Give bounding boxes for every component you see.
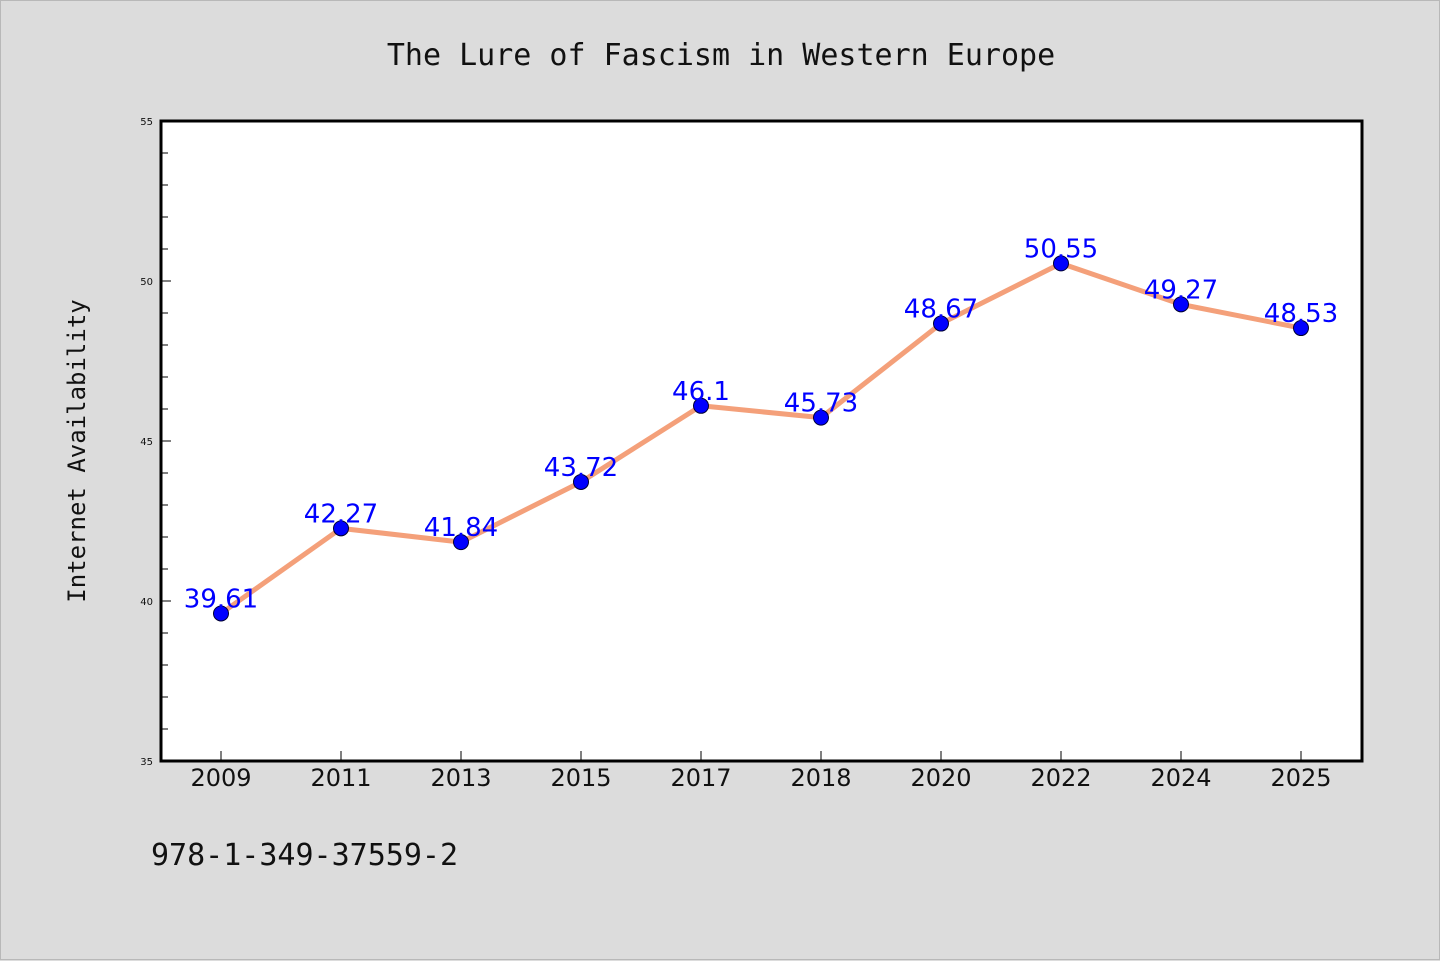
x-tick-label: 2022 (1030, 764, 1091, 792)
x-tick-label: 2024 (1150, 764, 1211, 792)
x-tick-label: 2017 (670, 764, 731, 792)
data-label: 48.53 (1264, 299, 1338, 329)
x-tick-label: 2018 (790, 764, 851, 792)
data-point (693, 397, 709, 414)
x-tick-label: 2011 (310, 764, 371, 792)
data-label: 43.72 (544, 453, 618, 483)
data-series: 39.61 42.27 41.84 43.72 46.1 45.73 48.67 50.55 4… (184, 234, 1338, 622)
plot-area (161, 121, 1362, 761)
plot-frame (159, 119, 1364, 763)
data-point (333, 520, 349, 537)
data-label: 39.61 (184, 584, 258, 614)
series-line (218, 260, 1304, 616)
data-label: 50.55 (1024, 234, 1098, 264)
chart-title: The Lure of Fascism in Western Europe (387, 38, 1055, 73)
data-point (813, 409, 829, 426)
x-tick-label: 2025 (1270, 764, 1331, 792)
data-label: 41.84 (424, 513, 498, 543)
x-tick-label: 2015 (550, 764, 611, 792)
y-tick-label: 45 (140, 437, 153, 448)
x-tick-label: 2020 (910, 764, 971, 792)
y-tick-label: 55 (140, 117, 153, 128)
data-point (1173, 296, 1189, 313)
y-axis-label: Internet Availability (63, 299, 91, 602)
axis-ticks: 35 40 45 50 55 2009 2011 2013 2015 2017 2018 2020 20… (140, 117, 1331, 792)
isbn-text: 978-1-349-37559-2 (151, 838, 458, 873)
data-label: 45.73 (784, 389, 858, 419)
data-point (1053, 255, 1069, 272)
data-point (453, 534, 469, 551)
data-point (213, 605, 229, 622)
data-point (933, 315, 949, 332)
y-tick-label: 35 (140, 757, 153, 768)
data-label: 42.27 (304, 499, 378, 529)
data-label: 48.67 (904, 295, 978, 325)
data-point (573, 473, 589, 490)
x-tick-label: 2009 (190, 764, 251, 792)
x-tick-label: 2013 (430, 764, 491, 792)
y-tick-label: 50 (140, 277, 153, 288)
data-label: 46.1 (672, 377, 730, 407)
data-point (1293, 320, 1309, 337)
y-tick-label: 40 (140, 597, 153, 608)
data-label: 49.27 (1144, 275, 1218, 305)
